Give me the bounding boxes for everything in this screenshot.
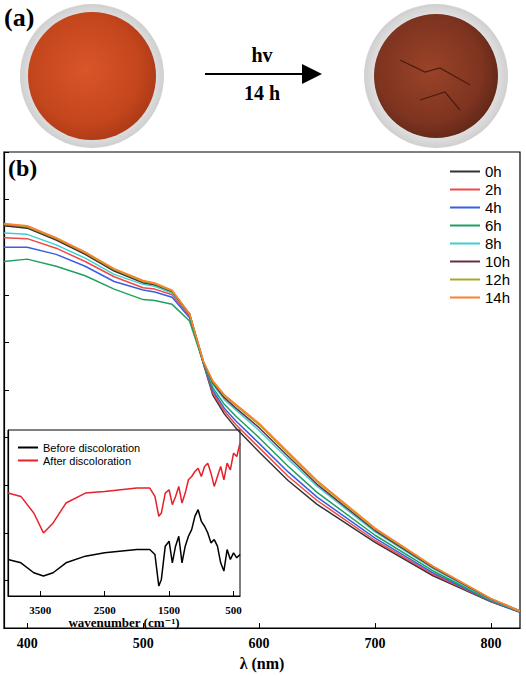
svg-text:700: 700 <box>365 636 386 651</box>
svg-text:Before discoloration: Before discoloration <box>43 442 140 454</box>
svg-text:1500: 1500 <box>158 604 181 616</box>
svg-text:wavenumber (cm⁻¹): wavenumber (cm⁻¹) <box>68 615 179 630</box>
svg-text:2500: 2500 <box>94 604 117 616</box>
svg-text:hv: hv <box>251 44 272 66</box>
svg-text:2h: 2h <box>485 181 502 198</box>
svg-text:8h: 8h <box>485 235 502 252</box>
svg-text:500: 500 <box>225 604 242 616</box>
svg-text:14 h: 14 h <box>244 82 280 104</box>
svg-text:λ (nm): λ (nm) <box>240 655 285 673</box>
svg-text:6h: 6h <box>485 217 502 234</box>
svg-text:After discoloration: After discoloration <box>43 455 131 467</box>
svg-text:12h: 12h <box>485 271 510 288</box>
svg-text:10h: 10h <box>485 253 510 270</box>
svg-text:400: 400 <box>17 636 38 651</box>
svg-text:3500: 3500 <box>29 604 52 616</box>
svg-text:0h: 0h <box>485 163 502 180</box>
svg-text:800: 800 <box>481 636 502 651</box>
svg-text:600: 600 <box>249 636 270 651</box>
svg-text:(a): (a) <box>4 3 34 32</box>
svg-text:(b): (b) <box>8 155 37 181</box>
svg-text:14h: 14h <box>485 289 510 306</box>
svg-text:4h: 4h <box>485 199 502 216</box>
svg-text:500: 500 <box>133 636 154 651</box>
